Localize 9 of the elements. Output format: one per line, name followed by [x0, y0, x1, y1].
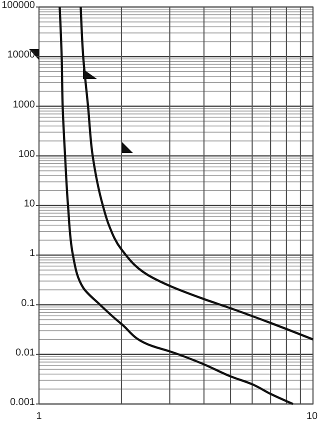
y-tick-label: 0.001: [10, 397, 36, 408]
y-tick-label: 1: [29, 248, 36, 260]
y-tick-label: 0.01: [16, 347, 36, 358]
y-tick-label: 0.1: [21, 298, 36, 309]
y-tick-label: 10: [24, 198, 36, 210]
y-tick-label: 1000: [12, 99, 36, 110]
y-tick-label: 10000: [7, 50, 36, 61]
y-tick-label: 100: [18, 148, 36, 160]
y-tick-label: 100000: [2, 0, 36, 11]
